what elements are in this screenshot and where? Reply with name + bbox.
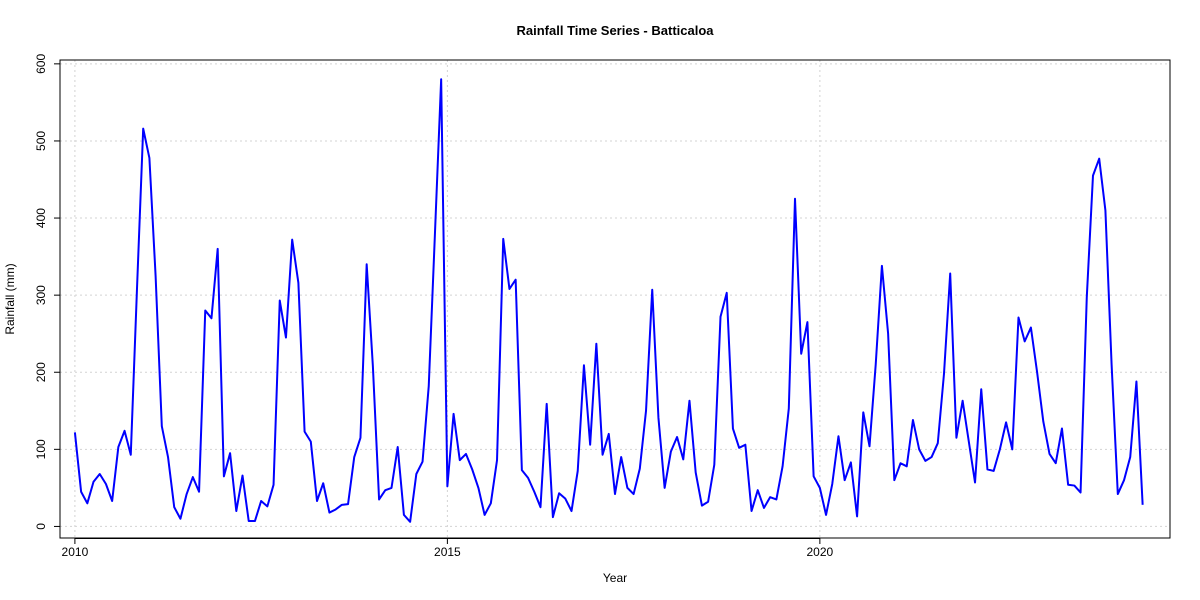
y-tick-label: 0 xyxy=(34,523,48,530)
y-tick-label: 200 xyxy=(34,362,48,382)
y-tick-label: 400 xyxy=(34,208,48,228)
y-axis-label: Rainfall (mm) xyxy=(3,263,17,334)
x-axis-label: Year xyxy=(603,571,627,585)
series-layer xyxy=(73,78,1144,523)
y-tick-label: 500 xyxy=(34,131,48,151)
y-tick-label: 300 xyxy=(34,285,48,305)
y-tick-label: 100 xyxy=(34,439,48,459)
x-tick-label: 2010 xyxy=(62,545,89,559)
series-line xyxy=(73,78,1144,523)
axes: 2010 2015 2020 0 100 200 300 400 500 600 xyxy=(34,54,833,559)
y-tick-label: 600 xyxy=(34,54,48,74)
grid-lines xyxy=(60,60,1170,538)
x-tick-label: 2015 xyxy=(434,545,461,559)
chart-title: Rainfall Time Series - Batticaloa xyxy=(517,23,715,38)
x-tick-label: 2020 xyxy=(807,545,834,559)
